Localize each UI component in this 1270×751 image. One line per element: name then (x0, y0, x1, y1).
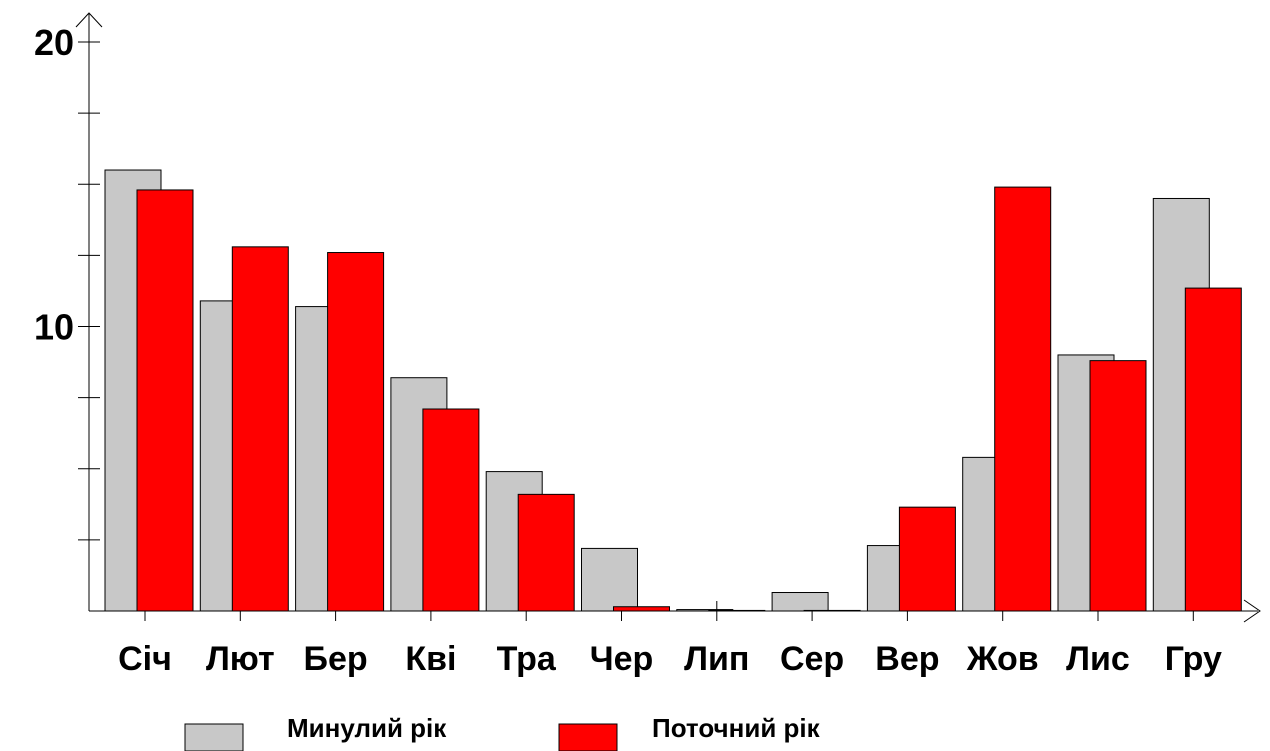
bar-current-3 (327, 252, 385, 612)
x-tick-label: Сер (780, 640, 844, 678)
bar-current-1 (136, 189, 194, 612)
x-tick-label: Жов (966, 640, 1039, 678)
legend-swatch-current-year (558, 723, 618, 751)
x-tick-label: Січ (118, 640, 172, 678)
category-labels: Січ Лют Бер Кві Тра Чер Лип Сер Вер Жов Лис Гру (118, 640, 1222, 678)
x-tick-label: Лют (206, 640, 275, 678)
bar-current-2 (231, 246, 289, 612)
x-axis-arrow (1243, 599, 1261, 623)
bars (104, 169, 1242, 612)
legend-swatch-previous-year (184, 723, 244, 751)
bar-current-10 (994, 186, 1052, 612)
bar-current-11 (1089, 360, 1147, 612)
y-tick-label: 20 (34, 22, 74, 63)
bar-previous-6 (581, 547, 638, 612)
legend: Минулий рік Поточний рік (184, 713, 821, 751)
x-tick-label: Кві (405, 640, 456, 678)
bar-current-7 (708, 609, 766, 612)
x-tick-label: Вер (875, 640, 939, 678)
x-tick-label: Бер (304, 640, 368, 678)
y-axis: 10 20 (34, 12, 103, 611)
bar-previous-8 (771, 592, 829, 612)
x-tick-label: Чер (590, 640, 654, 678)
x-tick-label: Лип (684, 640, 749, 678)
bar-current-12 (1184, 287, 1242, 612)
legend-label-current-year: Поточний рік (652, 713, 821, 743)
bar-current-9 (898, 506, 956, 612)
x-tick-label: Лис (1066, 640, 1130, 678)
legend-label-previous-year: Минулий рік (287, 713, 447, 743)
bar-current-6 (613, 606, 670, 612)
bar-current-5 (517, 493, 575, 612)
y-tick-label: 10 (34, 307, 74, 348)
x-tick-label: Тра (497, 640, 557, 678)
y-axis-arrow (75, 12, 103, 28)
x-tick-label: Гру (1165, 640, 1222, 678)
bar-current-4 (422, 408, 480, 612)
bar-current-8 (803, 609, 861, 612)
